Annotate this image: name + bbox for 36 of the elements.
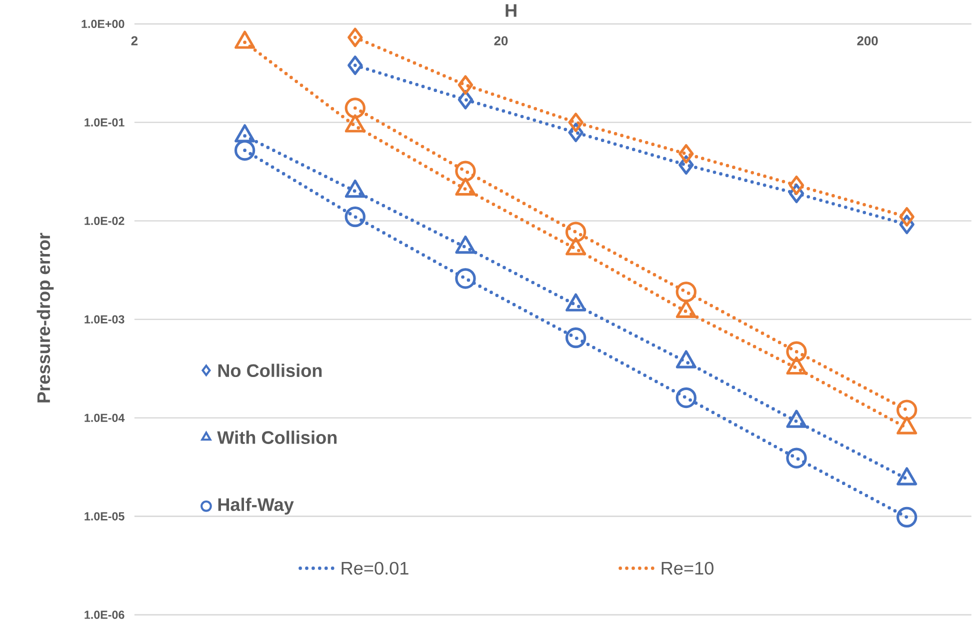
point xyxy=(786,448,807,468)
point xyxy=(348,55,363,75)
y-axis-title: Pressure-drop error xyxy=(36,232,54,402)
y-tick-label: 1.0E+00 xyxy=(82,20,124,28)
y-tick-label: 1.0E-03 xyxy=(84,315,124,324)
point xyxy=(676,281,696,302)
point xyxy=(348,27,363,47)
point xyxy=(565,327,586,348)
x-tick-label: 200 xyxy=(857,36,878,46)
point xyxy=(788,175,804,195)
y-tick-label: 1.0E-04 xyxy=(84,413,125,422)
annotation: Re=10 xyxy=(662,562,714,574)
point xyxy=(786,341,807,362)
annotation: Half-Way xyxy=(218,498,294,514)
point xyxy=(678,144,694,164)
y-tick-label: 1.0E-02 xyxy=(84,216,124,225)
point xyxy=(896,506,918,528)
y-tick-label: 1.0E-01 xyxy=(84,118,124,126)
x-tick-label: 2 xyxy=(131,36,138,46)
point xyxy=(455,268,476,289)
point xyxy=(676,387,696,408)
annotation: With Collision xyxy=(217,430,337,444)
y-tick-label: 1.0E-06 xyxy=(84,610,124,619)
point xyxy=(568,112,584,132)
point xyxy=(458,75,474,94)
x-axis-title: H xyxy=(506,4,516,17)
point xyxy=(896,399,918,420)
point xyxy=(344,206,366,227)
annotation: Re=0.01 xyxy=(342,562,408,574)
point xyxy=(344,97,366,118)
point xyxy=(565,222,586,242)
point xyxy=(455,160,476,182)
point xyxy=(899,206,914,226)
x-tick-label: 20 xyxy=(494,36,508,46)
annotation: No Collision xyxy=(218,364,322,377)
y-tick-label: 1.0E-05 xyxy=(84,512,124,520)
